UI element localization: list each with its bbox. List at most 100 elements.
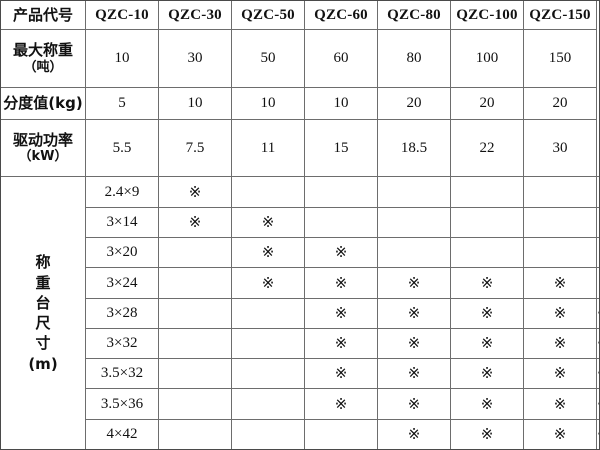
- vertical-label-char: 重: [35, 273, 51, 292]
- availability-empty-cell: [304, 176, 378, 208]
- size-row: 3×24 ※ ※ ※ ※ ※: [1, 267, 600, 299]
- spec-row: 分度值(kg) 5 10 10 10 20 20 20: [0, 86, 600, 121]
- availability-empty-cell: [304, 418, 378, 450]
- availability-empty-cell: [231, 418, 305, 450]
- availability-empty-cell: [158, 267, 232, 299]
- spec-row-label-line1: 驱动功率: [12, 130, 73, 149]
- spec-value-cell: 5.5: [85, 119, 159, 178]
- header-model-qzc50: QZC-50: [231, 0, 305, 31]
- availability-empty-cell: [450, 236, 524, 269]
- availability-mark-cell: ※: [450, 327, 524, 360]
- size-row: 3×20 ※ ※: [1, 236, 600, 269]
- availability-mark-cell: ※: [158, 206, 232, 239]
- size-dimension-label: 3.5×36: [85, 388, 159, 420]
- availability-empty-cell: [158, 388, 232, 420]
- vertical-label-char: 台: [35, 293, 51, 312]
- header-model-qzc10: QZC-10: [85, 0, 159, 31]
- availability-mark-cell: ※: [231, 267, 305, 299]
- size-dimension-label: 3×32: [85, 327, 159, 360]
- spec-value-cell: 150: [523, 29, 597, 88]
- availability-mark-cell: ※: [596, 418, 600, 450]
- availability-mark-cell: ※: [231, 206, 305, 239]
- spec-value-cell: 50: [231, 29, 305, 88]
- availability-empty-cell: [450, 206, 524, 239]
- header-model-qzc80: QZC-80: [377, 0, 451, 31]
- table-header-row: 产品代号 QZC-10 QZC-30 QZC-50 QZC-60 QZC-80 QZC-10…: [0, 0, 600, 31]
- availability-empty-cell: [158, 327, 232, 360]
- spec-value-cell: 5: [85, 86, 159, 121]
- availability-mark-cell: ※: [523, 418, 597, 450]
- availability-empty-cell: [523, 236, 597, 269]
- spec-value-cell: 11: [231, 119, 305, 178]
- size-row: 3×32※※※※※: [1, 327, 600, 360]
- availability-empty-cell: [523, 176, 597, 208]
- spec-row-label-line1: 分度值(kg): [3, 93, 83, 112]
- vertical-label-char: (m): [28, 354, 58, 373]
- availability-mark-cell: ※: [304, 267, 378, 299]
- availability-mark-cell: ※: [377, 388, 451, 420]
- availability-empty-cell: [231, 297, 305, 329]
- spec-row-label-line2: （kW）: [18, 149, 68, 165]
- availability-empty-cell: [231, 176, 305, 208]
- vertical-label-char: 尺: [35, 314, 51, 333]
- availability-empty-cell: [158, 297, 232, 329]
- header-product-code: 产品代号: [0, 0, 86, 31]
- availability-mark-cell: ※: [304, 297, 378, 329]
- header-model-qzc100: QZC-100: [450, 0, 524, 31]
- availability-empty-cell: [231, 358, 305, 390]
- availability-mark-cell: ※: [523, 267, 597, 299]
- availability-mark-cell: ※: [377, 358, 451, 390]
- header-model-qzc30: QZC-30: [158, 0, 232, 31]
- size-dimension-label: 3×28: [85, 297, 159, 329]
- size-dimension-label: 2.4×9: [85, 176, 159, 208]
- availability-mark-cell: ※: [377, 418, 451, 450]
- availability-mark-cell: ※: [523, 358, 597, 390]
- spec-value-cell: 100: [450, 29, 524, 88]
- availability-empty-cell: [596, 267, 600, 299]
- spec-value-cell: 10: [231, 86, 305, 121]
- availability-mark-cell: ※: [304, 358, 378, 390]
- spec-value-cell: 20: [377, 86, 451, 121]
- availability-empty-cell: [158, 236, 232, 269]
- availability-mark-cell: ※: [231, 236, 305, 269]
- availability-mark-cell: ※: [377, 267, 451, 299]
- size-row: 3.5×36※※※※※: [1, 388, 600, 420]
- spec-value-cell: 10: [304, 86, 378, 121]
- spec-row-label-line1: 最大称重: [12, 40, 73, 59]
- spec-value-cell: 18.5: [377, 119, 451, 178]
- size-row: 3×28※※※※※: [1, 297, 600, 329]
- availability-mark-cell: ※: [596, 388, 600, 420]
- availability-mark-cell: ※: [304, 236, 378, 269]
- spec-row: 驱动功率 （kW） 5.5 7.5 11 15 18.5 22 30: [0, 119, 600, 178]
- spec-value-cell: 15: [304, 119, 378, 178]
- availability-mark-cell: ※: [596, 297, 600, 329]
- availability-empty-cell: [304, 206, 378, 239]
- availability-mark-cell: ※: [377, 297, 451, 329]
- size-row: 3.5×32※※※※※: [1, 358, 600, 390]
- availability-mark-cell: ※: [450, 388, 524, 420]
- availability-mark-cell: ※: [450, 267, 524, 299]
- availability-empty-cell: [231, 327, 305, 360]
- availability-mark-cell: ※: [523, 388, 597, 420]
- size-dimension-label: 3×14: [85, 206, 159, 239]
- availability-mark-cell: ※: [450, 297, 524, 329]
- spec-row: 最大称重 （吨） 10 30 50 60 80 100 150: [0, 29, 600, 88]
- spec-value-cell: 10: [85, 29, 159, 88]
- availability-mark-cell: ※: [304, 327, 378, 360]
- availability-mark-cell: ※: [523, 297, 597, 329]
- header-model-qzc150: QZC-150: [523, 0, 597, 31]
- availability-empty-cell: [231, 388, 305, 420]
- availability-empty-cell: [158, 358, 232, 390]
- availability-empty-cell: [523, 206, 597, 239]
- size-row: 4×42※※※※: [1, 418, 600, 450]
- availability-mark-cell: ※: [596, 327, 600, 360]
- availability-mark-cell: ※: [158, 176, 232, 208]
- size-row: 3×14 ※ ※: [1, 206, 600, 239]
- spec-value-cell: 30: [158, 29, 232, 88]
- availability-empty-cell: [377, 176, 451, 208]
- availability-mark-cell: ※: [304, 388, 378, 420]
- availability-mark-cell: ※: [596, 358, 600, 390]
- availability-empty-cell: [596, 206, 600, 239]
- size-dimension-label: 3×24: [85, 267, 159, 299]
